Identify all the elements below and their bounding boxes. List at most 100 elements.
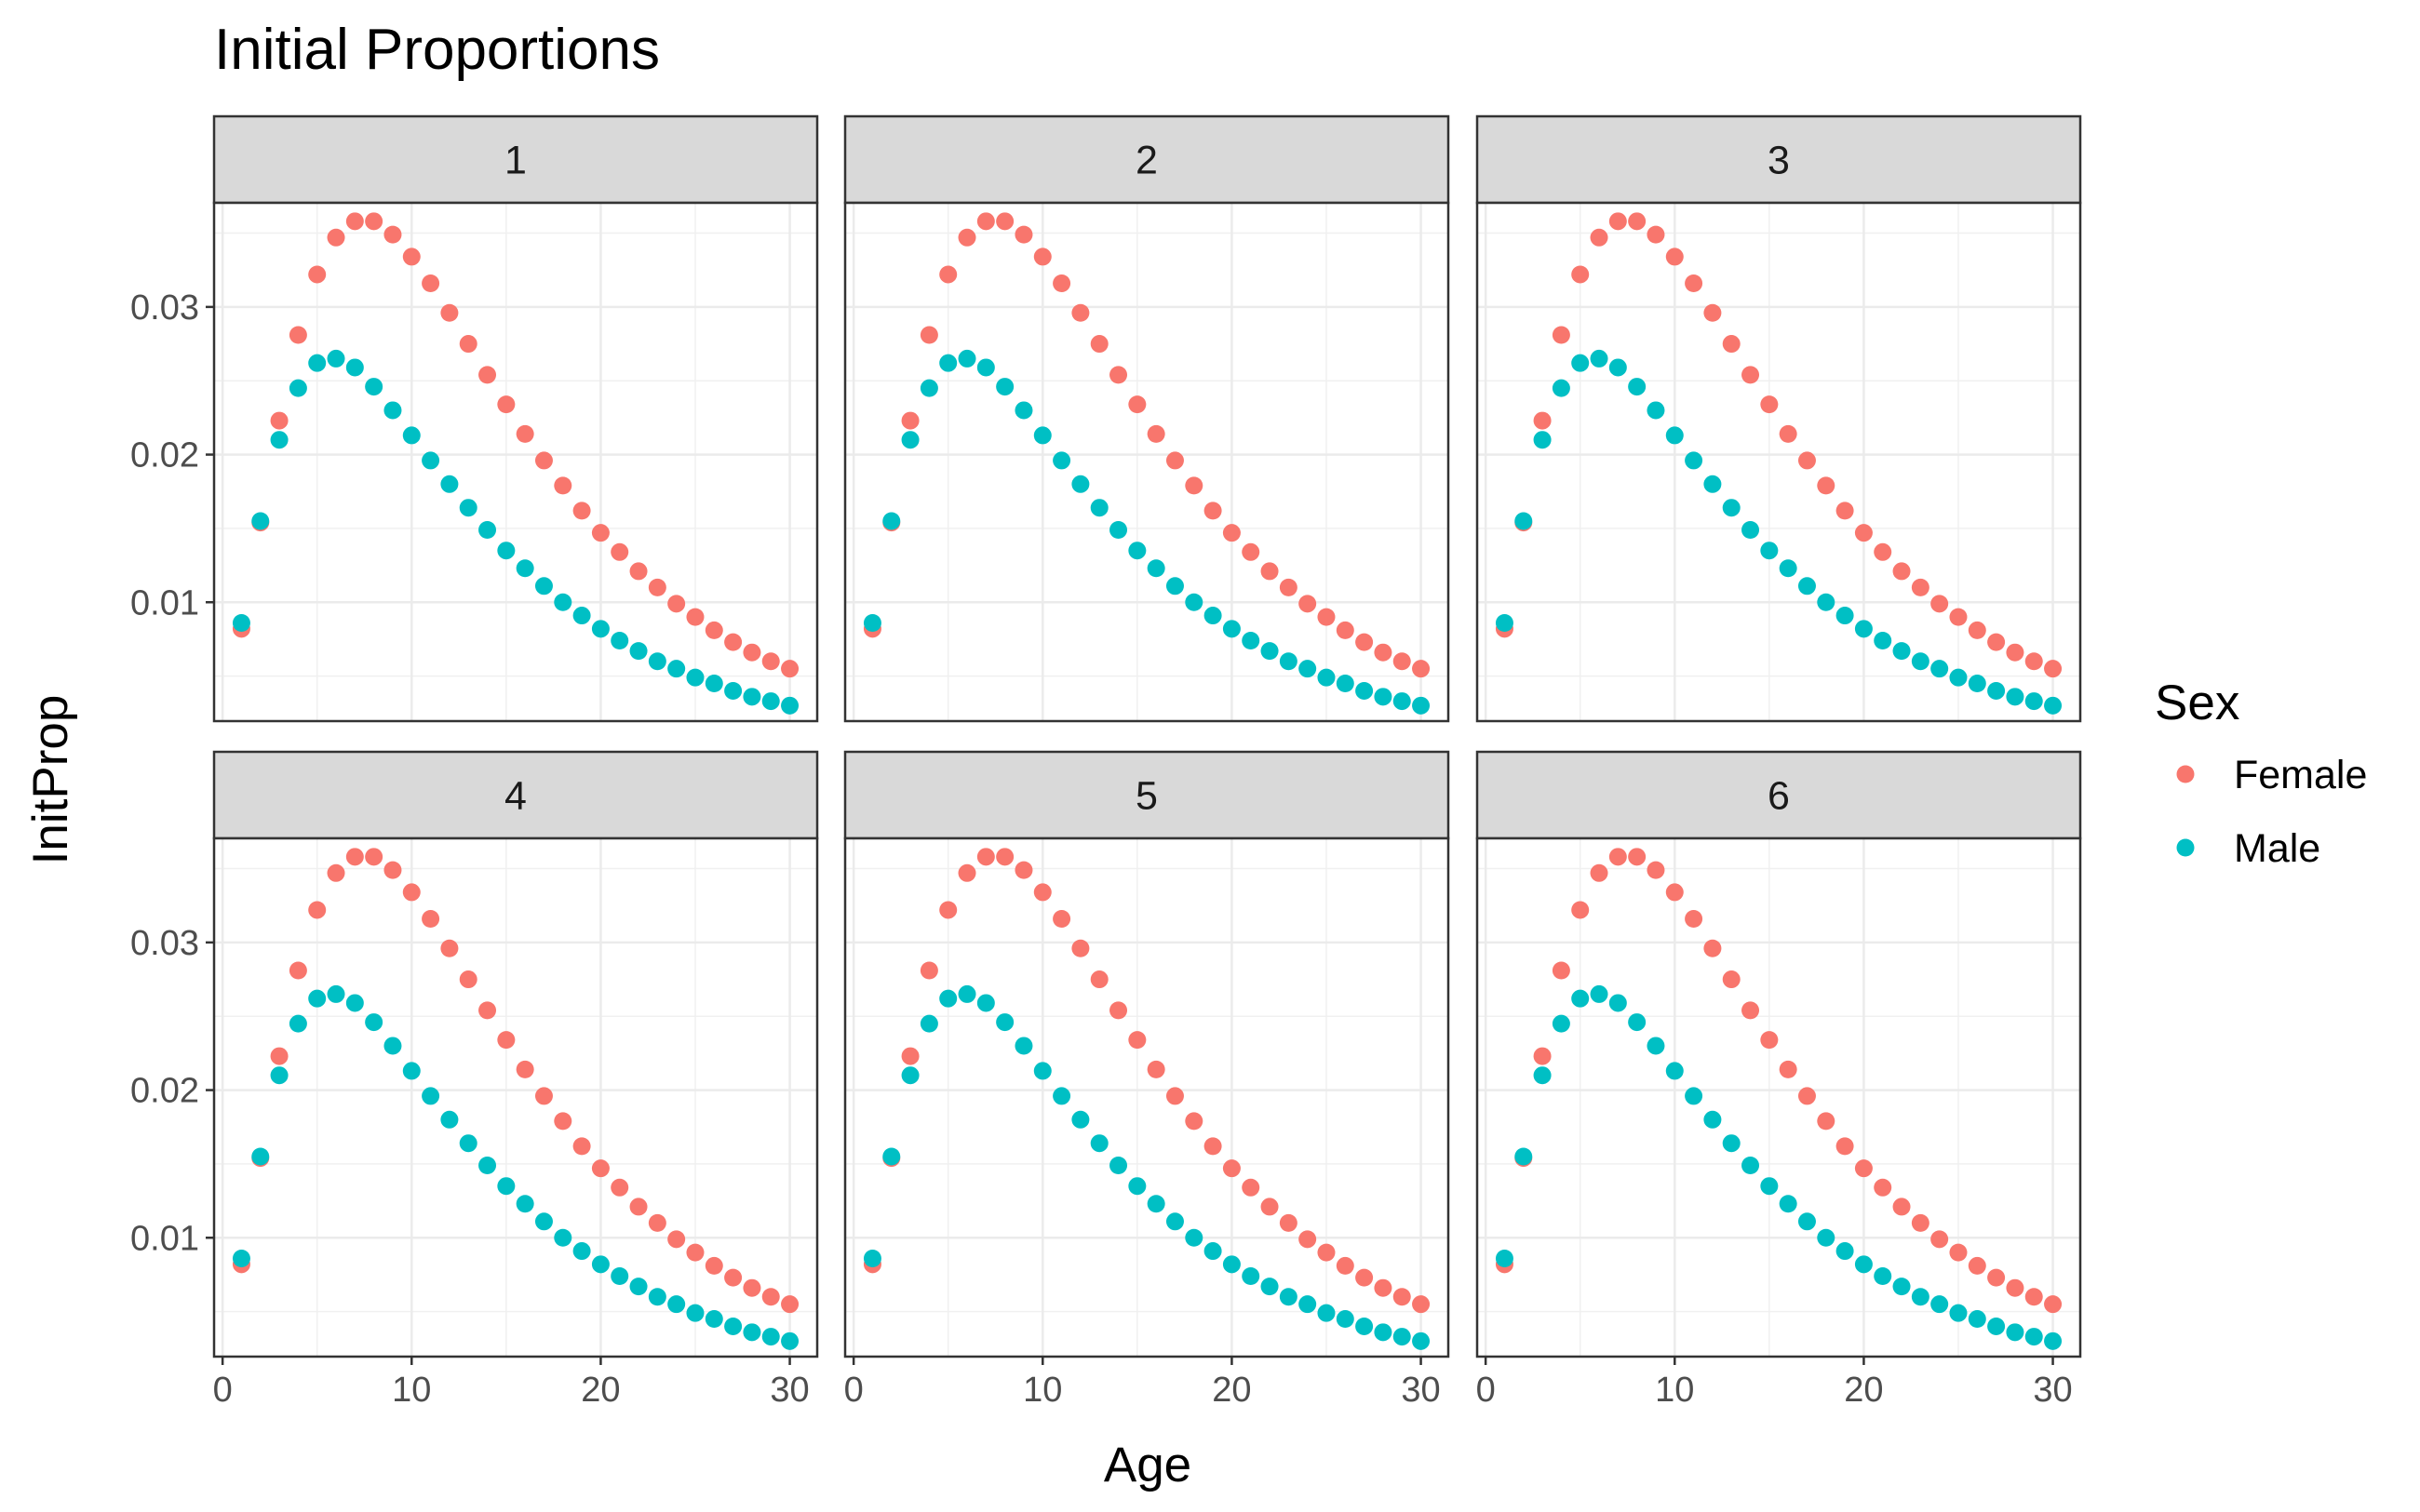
data-point (270, 1066, 289, 1085)
data-point (1647, 1037, 1665, 1055)
data-point (1355, 1268, 1374, 1287)
data-point (516, 424, 534, 443)
x-axis-label: Age (1104, 1438, 1191, 1492)
data-point (1987, 633, 2006, 651)
data-point (1053, 909, 1071, 928)
facet-strip-label: 2 (1136, 139, 1158, 183)
x-tick-label: 10 (1655, 1371, 1694, 1410)
data-point (1968, 675, 1986, 693)
data-point (1741, 520, 1760, 539)
data-point (289, 326, 307, 344)
data-point (516, 1195, 534, 1213)
legend-items: Female Male (2176, 753, 2367, 871)
facet-strip-label: 5 (1136, 774, 1158, 819)
data-point (2006, 1323, 2024, 1342)
data-point (1854, 1159, 1873, 1178)
data-point (478, 366, 497, 384)
data-point (996, 378, 1015, 396)
data-point (1222, 620, 1241, 638)
data-point (1033, 426, 1052, 445)
data-point (1128, 1031, 1147, 1050)
data-point (1533, 431, 1552, 449)
data-point (1222, 1255, 1241, 1274)
data-point (402, 1062, 421, 1080)
data-point (901, 1066, 920, 1085)
series-male (232, 984, 800, 1350)
data-point (1015, 401, 1033, 420)
data-point (1665, 883, 1684, 902)
data-point (611, 1178, 629, 1197)
data-point (1533, 411, 1552, 430)
data-point (996, 212, 1015, 231)
data-point (1203, 1242, 1222, 1261)
data-point (1053, 1087, 1071, 1105)
data-point (1298, 660, 1317, 678)
data-point (1242, 1267, 1260, 1286)
data-point (648, 1288, 666, 1306)
legend: Sex Female Male (2155, 676, 2367, 871)
data-point (724, 681, 743, 700)
legend-marker (2176, 765, 2195, 783)
data-point (724, 1268, 743, 1287)
data-point (572, 1137, 591, 1156)
data-point (958, 349, 976, 368)
y-tick-label: 0.01 (130, 1219, 199, 1258)
data-point (686, 608, 705, 626)
data-point (1015, 1037, 1033, 1055)
data-point (1412, 1295, 1431, 1314)
data-point (1392, 1288, 1411, 1306)
data-point (572, 607, 591, 625)
data-point (611, 632, 629, 650)
data-point (591, 620, 610, 638)
data-point (1968, 1310, 1986, 1329)
data-point (1949, 668, 1968, 687)
data-point (976, 212, 995, 231)
data-point (1185, 593, 1203, 611)
data-point (2044, 696, 2063, 715)
data-point (1571, 901, 1590, 919)
data-point (1685, 451, 1703, 470)
data-point (743, 643, 761, 662)
data-point (1317, 1304, 1336, 1322)
data-point (705, 1256, 723, 1275)
facet-strip (843, 750, 1450, 840)
data-point (270, 431, 289, 449)
panel-border (1475, 836, 2082, 1358)
data-point (1147, 1060, 1165, 1078)
data-point (2006, 688, 2024, 706)
data-point (1854, 620, 1873, 638)
data-point (365, 378, 383, 396)
data-point (1412, 660, 1431, 678)
data-point (1185, 476, 1203, 495)
data-point (781, 660, 800, 678)
data-point (1374, 1323, 1392, 1342)
data-point (1392, 652, 1411, 671)
data-point (863, 613, 881, 632)
series-male (1495, 349, 2063, 715)
data-point (308, 354, 327, 372)
data-point (1892, 1198, 1911, 1216)
data-point (1109, 1001, 1128, 1020)
data-point (1874, 632, 1892, 650)
data-point (365, 212, 383, 231)
data-point (1222, 1159, 1241, 1178)
data-point (1647, 225, 1665, 244)
data-point (1015, 861, 1033, 879)
data-point (1835, 502, 1854, 520)
data-point (402, 248, 421, 266)
data-point (1741, 366, 1760, 384)
panel-border (843, 836, 1450, 1358)
data-point (345, 994, 364, 1012)
data-point (976, 994, 995, 1012)
data-point (1279, 652, 1297, 671)
data-point (1336, 1310, 1354, 1329)
data-point (516, 1060, 534, 1078)
y-tick-label: 0.03 (130, 288, 199, 328)
data-point (1949, 1243, 1968, 1262)
data-point (572, 1242, 591, 1261)
series-female (1495, 848, 2063, 1314)
x-tick-label: 0 (1476, 1371, 1496, 1410)
data-point (1317, 1243, 1336, 1262)
data-point (365, 1013, 383, 1032)
data-point (1817, 476, 1835, 495)
